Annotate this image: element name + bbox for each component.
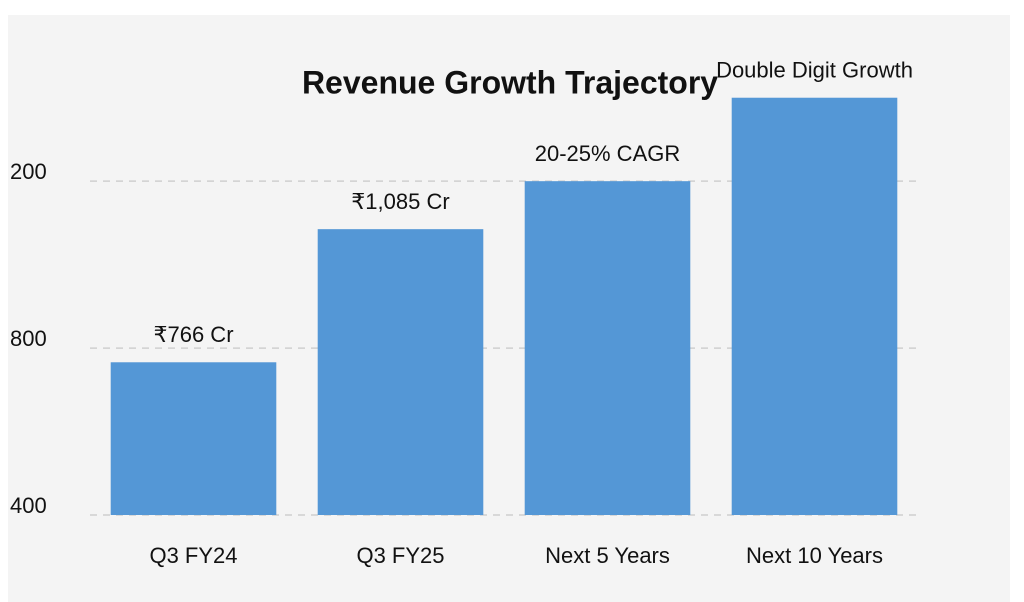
bar [110, 362, 277, 515]
value-label: ₹1,085 Cr [351, 189, 449, 214]
chart-title: Revenue Growth Trajectory [302, 64, 718, 100]
x-tick-label: Q3 FY25 [356, 543, 444, 568]
y-tick-label: 400 [10, 493, 47, 518]
x-tick-label: Next 5 Years [545, 543, 670, 568]
annotation: 20-25% CAGR [535, 141, 681, 166]
value-label: ₹766 Cr [153, 322, 233, 347]
x-tick-label: Next 10 Years [746, 543, 883, 568]
bar [731, 97, 898, 516]
bar [524, 181, 691, 515]
y-tick-label: 800 [10, 326, 47, 351]
annotation: Double Digit Growth [716, 58, 913, 83]
bar [317, 229, 484, 515]
x-tick-label: Q3 FY24 [149, 543, 237, 568]
y-tick-label: 200 [10, 159, 47, 184]
